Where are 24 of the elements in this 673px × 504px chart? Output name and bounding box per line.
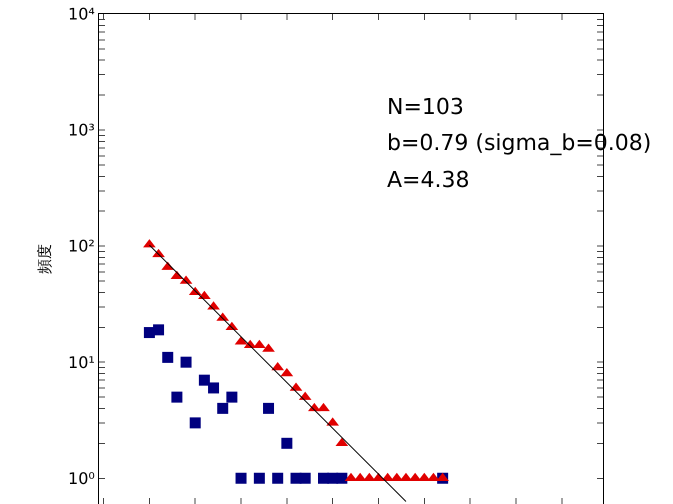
point — [272, 472, 284, 484]
point — [281, 438, 292, 449]
point — [336, 472, 348, 484]
point — [263, 402, 274, 414]
point — [254, 472, 265, 484]
point — [217, 402, 228, 414]
point — [226, 392, 238, 403]
y-tick-label: 10¹ — [68, 352, 95, 372]
y-axis-title: 頻度 — [35, 244, 54, 274]
point — [190, 417, 201, 428]
y-tick-label: 10² — [68, 236, 95, 256]
point — [162, 352, 174, 363]
point — [180, 356, 192, 368]
point — [153, 324, 164, 336]
annotation: N=103 — [387, 95, 464, 120]
point — [236, 472, 247, 484]
y-tick-label: 10⁴ — [68, 4, 95, 24]
point — [208, 382, 220, 394]
y-tick-label: 10³ — [68, 120, 95, 140]
y-tick-label: 10⁰ — [68, 468, 95, 488]
point — [171, 392, 182, 403]
point — [300, 472, 311, 484]
point — [198, 374, 210, 386]
annotation: A=4.38 — [387, 168, 470, 193]
